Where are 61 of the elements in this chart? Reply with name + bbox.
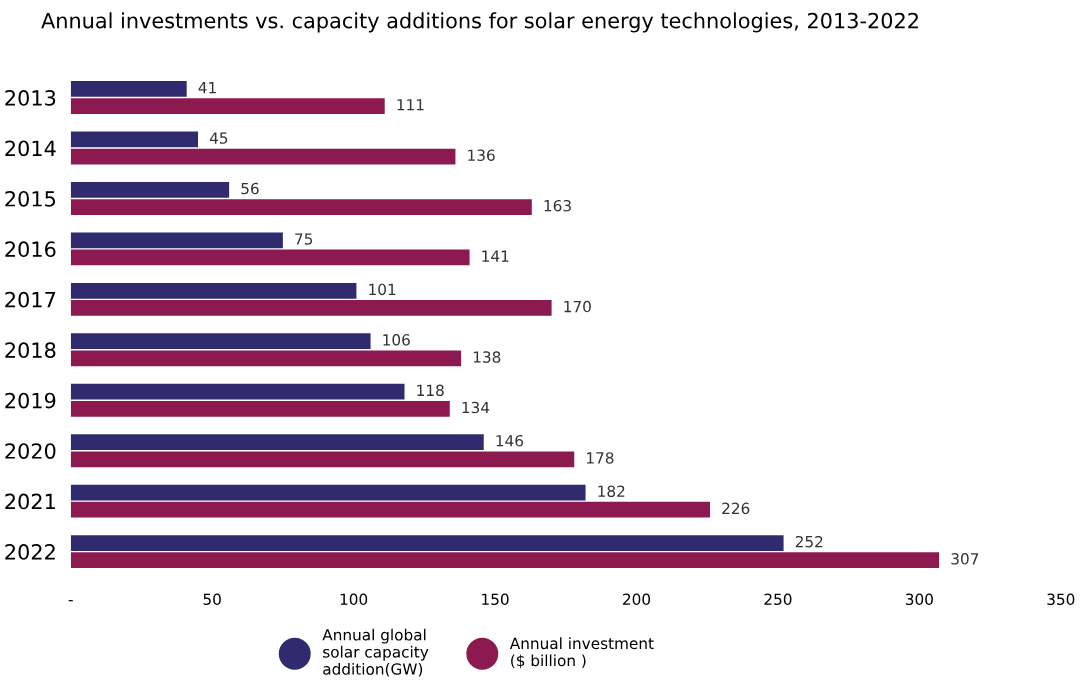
bar (70, 484, 586, 501)
data-label: 182 (598, 485, 625, 497)
x-tick-label: 150 (482, 593, 509, 606)
bar (70, 300, 552, 316)
y-tick-label: 2022 (5, 544, 55, 560)
chart-title: Annual investments vs. capacity additions for solar energy technologies, 2013-2022 (41, 12, 918, 33)
bar (70, 434, 484, 451)
data-label: 163 (544, 199, 571, 212)
data-label: 136 (468, 149, 495, 162)
data-label: 146 (496, 434, 524, 447)
data-label: 56 (241, 182, 259, 195)
bar (70, 350, 462, 367)
data-label: 307 (951, 553, 979, 565)
x-tick-label: - (68, 600, 73, 602)
data-label: 75 (295, 233, 313, 245)
y-tick-label: 2020 (5, 443, 56, 459)
bar (70, 98, 385, 115)
data-label: 118 (417, 384, 444, 397)
legend-label: Annual investment ($ billion ) (509, 637, 654, 669)
data-label: 178 (587, 452, 614, 464)
x-tick-label: 100 (340, 593, 368, 606)
y-tick-label: 2016 (5, 241, 56, 258)
y-tick-label: 2014 (5, 140, 56, 157)
y-tick-label: 2021 (5, 493, 55, 510)
data-label: 41 (198, 82, 216, 94)
data-label: 252 (795, 535, 823, 548)
bar (70, 552, 940, 569)
bar (70, 501, 711, 518)
data-label: 138 (473, 351, 501, 363)
bar (70, 333, 371, 350)
bar (70, 249, 470, 266)
x-tick-label: 300 (905, 593, 933, 606)
x-tick-label: 200 (623, 593, 651, 606)
y-tick-label: 2018 (5, 342, 56, 359)
bar (70, 451, 575, 468)
x-tick-label: 350 (1047, 593, 1075, 606)
legend-label: Annual global solar capacity addition(GW) (322, 628, 429, 677)
data-label: 111 (397, 99, 424, 111)
x-tick-label: 250 (764, 593, 792, 606)
data-label: 226 (722, 502, 750, 515)
data-label: 134 (462, 401, 490, 414)
y-tick-label: 2017 (5, 291, 56, 308)
bar (70, 131, 199, 148)
data-label: 101 (369, 283, 396, 296)
data-label: 141 (482, 250, 509, 262)
bar (70, 282, 357, 299)
bar (70, 181, 230, 198)
bar (70, 199, 532, 215)
y-tick-label: 2019 (5, 392, 56, 409)
bar (70, 400, 450, 417)
bar (70, 535, 784, 551)
bar (70, 148, 456, 165)
bar (70, 81, 187, 97)
bar (70, 232, 283, 249)
data-label: 106 (383, 334, 410, 346)
x-tick-label: 50 (203, 593, 221, 606)
y-tick-label: 2013 (5, 90, 56, 106)
bar (70, 383, 405, 400)
data-label: 45 (209, 132, 228, 144)
y-tick-label: 2015 (5, 190, 56, 207)
data-label: 170 (564, 300, 591, 313)
